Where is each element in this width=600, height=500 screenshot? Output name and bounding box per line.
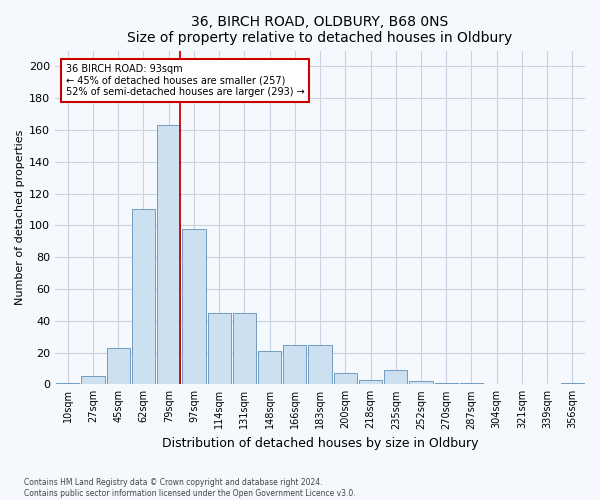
Bar: [334, 373, 357, 384]
Bar: [561, 382, 584, 384]
Bar: [157, 125, 180, 384]
Bar: [56, 382, 79, 384]
Bar: [107, 348, 130, 385]
Bar: [258, 351, 281, 384]
Bar: [434, 382, 458, 384]
Title: 36, BIRCH ROAD, OLDBURY, B68 0NS
Size of property relative to detached houses in: 36, BIRCH ROAD, OLDBURY, B68 0NS Size of…: [127, 15, 513, 45]
Bar: [460, 382, 483, 384]
Bar: [384, 370, 407, 384]
Bar: [182, 228, 206, 384]
Bar: [308, 344, 332, 385]
Bar: [208, 313, 231, 384]
Text: Contains HM Land Registry data © Crown copyright and database right 2024.
Contai: Contains HM Land Registry data © Crown c…: [24, 478, 356, 498]
Text: 36 BIRCH ROAD: 93sqm
← 45% of detached houses are smaller (257)
52% of semi-deta: 36 BIRCH ROAD: 93sqm ← 45% of detached h…: [66, 64, 304, 97]
Bar: [132, 210, 155, 384]
Bar: [82, 376, 104, 384]
Bar: [233, 313, 256, 384]
Bar: [359, 380, 382, 384]
X-axis label: Distribution of detached houses by size in Oldbury: Distribution of detached houses by size …: [162, 437, 478, 450]
Y-axis label: Number of detached properties: Number of detached properties: [15, 130, 25, 305]
Bar: [283, 344, 307, 385]
Bar: [409, 381, 433, 384]
